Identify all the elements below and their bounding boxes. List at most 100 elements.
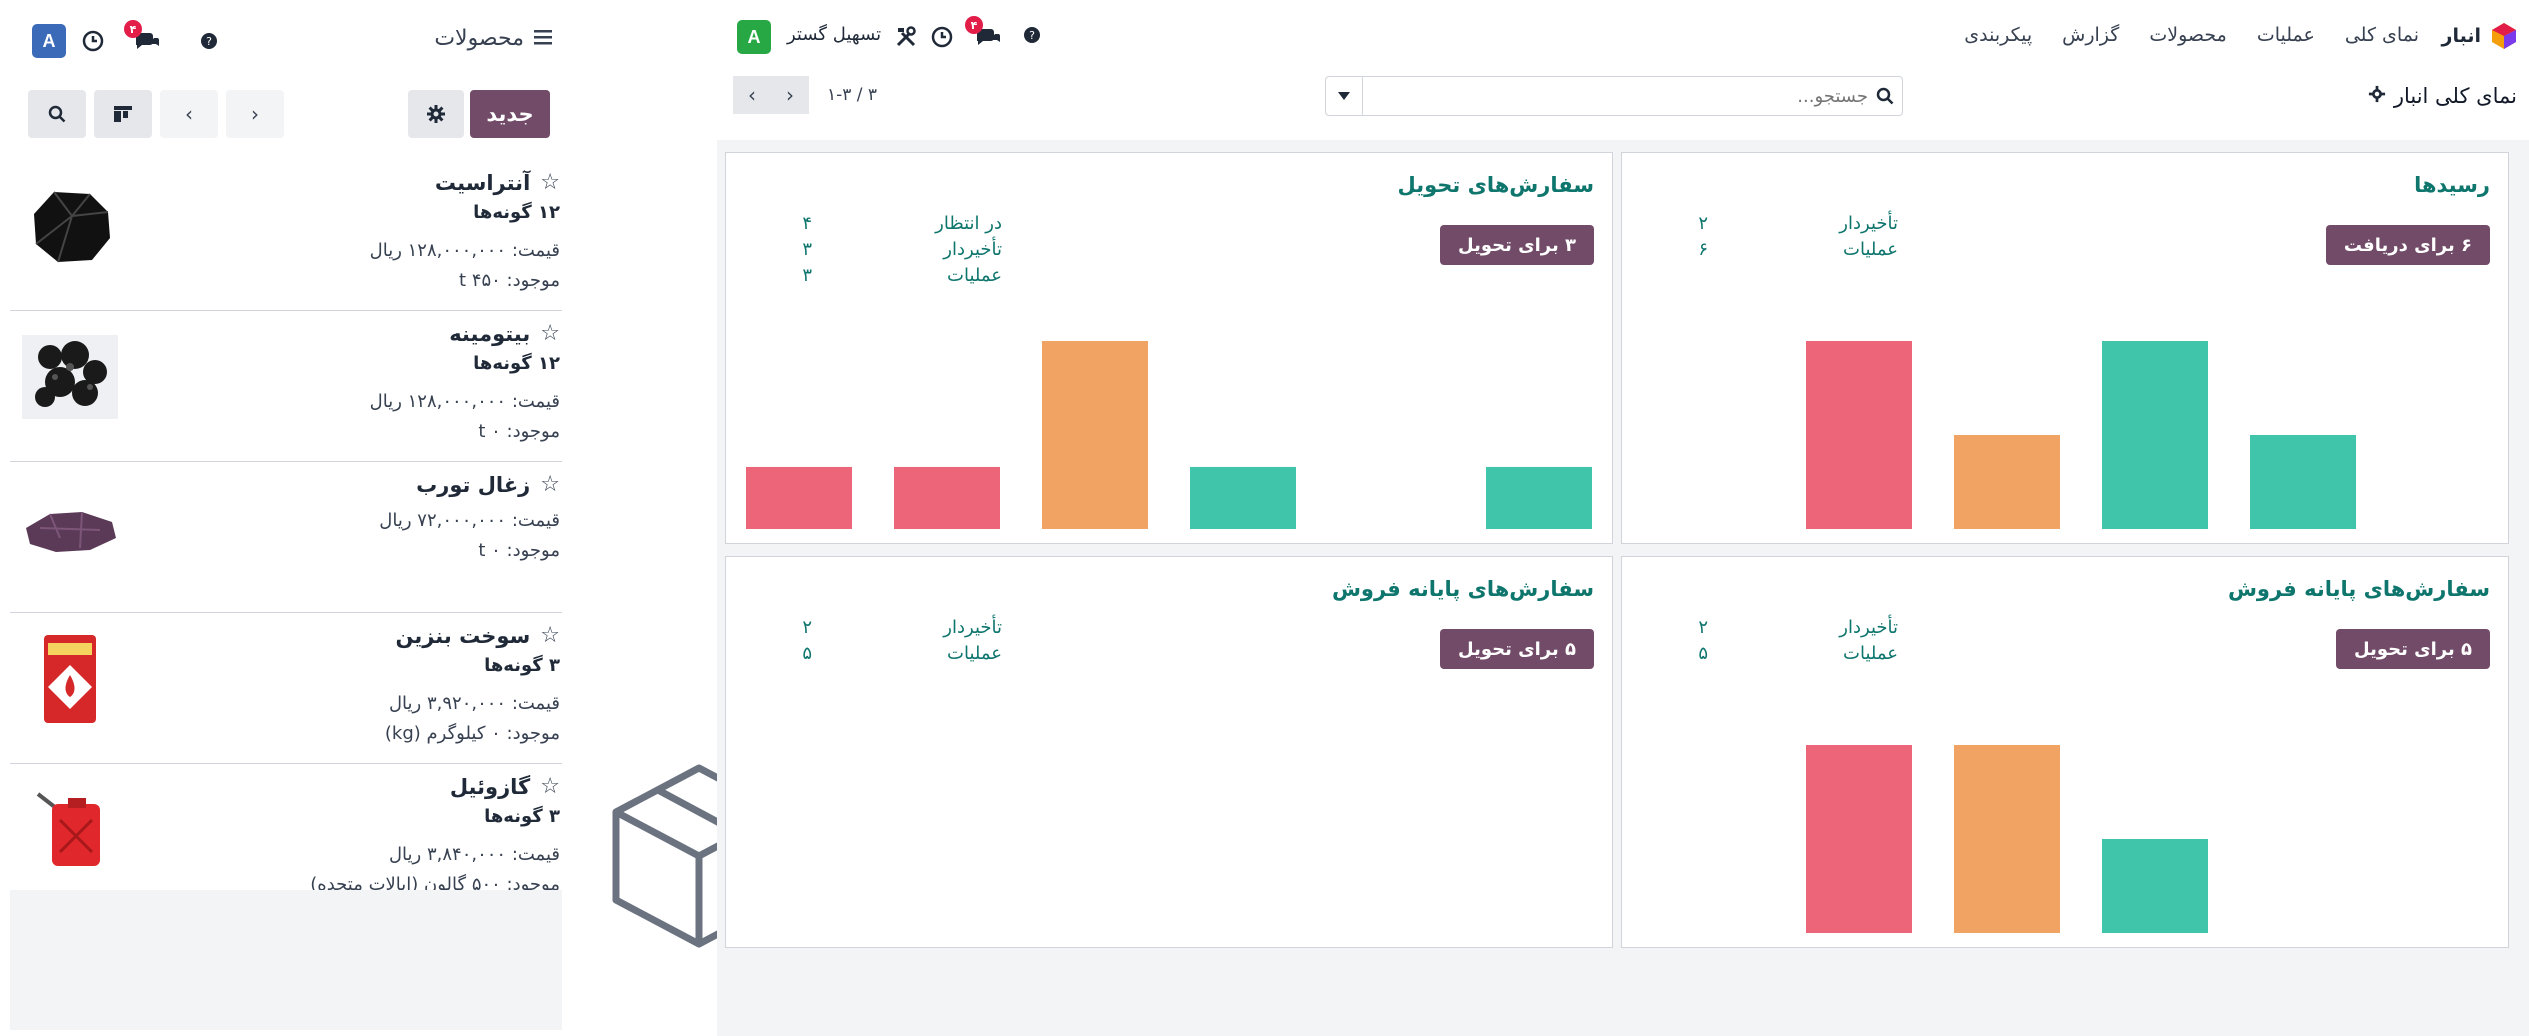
stat-late-label[interactable]: تأخیردار [1839,213,1898,234]
list-filler [10,890,562,1030]
product-stock: موجود: ۴۵۰ t [459,270,560,291]
new-product-button[interactable]: جدید [470,90,550,138]
company-name[interactable]: تسهیل گستر [787,24,882,45]
chart-bar[interactable] [1806,341,1912,529]
stat-late-value[interactable]: ۲ [1698,617,1708,638]
help-icon[interactable]: ? [1023,26,1041,44]
user-avatar[interactable]: A [32,24,66,58]
product-price: قیمت: ۷۲,۰۰۰,۰۰۰ ریال [379,510,560,531]
clock-icon[interactable] [82,30,104,52]
chevron-right-icon[interactable]: › [771,76,809,114]
stat-ops-value[interactable]: ۳ [802,265,812,286]
product-name: آنتراسیت [434,170,531,195]
chart-bar[interactable] [2102,839,2208,933]
product-variants: ۳ گونه‌ها [484,806,560,827]
gear-icon[interactable] [2368,84,2386,108]
card-title[interactable]: رسیدها [2414,173,2490,197]
stat-ops-label[interactable]: عملیات [1843,239,1898,260]
gasoline-can-image [44,635,96,723]
stat-ops-label[interactable]: عملیات [947,643,1002,664]
dashboard-grid: رسیدها ۶ برای دریافت تأخیردار ۲ عملیات ۶… [717,140,2529,1036]
card-title[interactable]: سفارش‌های پایانه فروش [1331,577,1594,601]
to-process-button[interactable]: ۵ برای تحویل [2336,629,2490,669]
star-icon[interactable]: ☆ [540,774,560,799]
chat-icon[interactable]: ۴ [965,16,1003,50]
chart-bar[interactable] [1190,466,1296,529]
menu-products[interactable]: محصولات [2149,24,2227,46]
pager-value[interactable]: ۱-۳ / ۳ [827,85,878,105]
chart-bar[interactable] [894,466,1000,529]
chart-bar[interactable] [2102,341,2208,529]
kanban-view-icon[interactable] [94,90,152,138]
to-process-button[interactable]: ۵ برای تحویل [1440,629,1594,669]
chevron-left-icon[interactable]: ‹ [160,90,218,138]
jerrycan-image [36,792,100,866]
hamburger-icon[interactable] [534,26,552,51]
top-navbar: ? ۴ تسهیل گستر A انبار نمای کل [717,0,2529,72]
product-price: قیمت: ۳,۹۲۰,۰۰۰ ریال [388,693,560,714]
list-item[interactable]: ☆ بیتومینه ۱۲ گونه‌ها قیمت: ۱۲۸,۰۰۰,۰۰۰ ر… [10,311,562,462]
search-icon[interactable] [1868,87,1902,105]
chevron-right-icon[interactable]: › [226,90,284,138]
app-brand[interactable]: انبار [2442,22,2517,50]
pos-orders-card: سفارش‌های پایانه فروش ۵ برای تحویل تأخیر… [725,556,1613,948]
tools-icon[interactable] [895,26,917,48]
menu-operations[interactable]: عملیات [2256,24,2315,46]
product-price: قیمت: ۱۲۸,۰۰۰,۰۰۰ ریال [369,240,560,261]
control-panel: نمای کلی انبار ‹ › ۱-۳ / ۳ [717,72,2529,132]
search-icon[interactable] [28,90,86,138]
stat-ops-label[interactable]: عملیات [947,265,1002,286]
chat-icon[interactable]: ۴ [124,20,162,54]
help-icon[interactable]: ? [200,32,218,50]
brand-name: انبار [2441,25,2481,47]
chart-bar[interactable] [1806,745,1912,933]
stat-late-value[interactable]: ۲ [1698,213,1708,234]
menu-reporting[interactable]: گزارش [2062,24,2120,46]
list-item[interactable]: ☆ گازوئیل ۳ گونه‌ها قیمت: ۳,۸۴۰,۰۰۰ ریال … [10,764,562,915]
clock-icon[interactable] [931,26,953,48]
stat-late-label[interactable]: تأخیردار [1839,617,1898,638]
pos-orders-chart [1806,745,2208,933]
chart-bar[interactable] [2250,435,2356,529]
product-stock: موجود: ۰ t [478,540,560,561]
stat-ops-value[interactable]: ۶ [1698,239,1708,260]
search-input[interactable] [1326,85,1868,107]
gear-icon[interactable] [408,90,464,138]
product-price: قیمت: ۱۲۸,۰۰۰,۰۰۰ ریال [369,391,560,412]
menu-configuration[interactable]: پیکربندی [1964,24,2033,46]
stat-late-label[interactable]: تأخیردار [943,239,1002,260]
receipts-card: رسیدها ۶ برای دریافت تأخیردار ۲ عملیات ۶ [1621,152,2509,544]
list-item[interactable]: ☆ زغال تورب قیمت: ۷۲,۰۰۰,۰۰۰ ریال موجود: … [10,462,562,613]
stat-late-value[interactable]: ۲ [802,617,812,638]
to-process-button[interactable]: ۶ برای دریافت [2325,225,2490,265]
card-title[interactable]: سفارش‌های تحویل [1397,173,1594,197]
star-icon[interactable]: ☆ [540,170,560,195]
star-icon[interactable]: ☆ [540,623,560,648]
chevron-down-icon[interactable] [1325,76,1363,116]
stat-ops-value[interactable]: ۵ [1698,643,1708,664]
stat-late-label[interactable]: تأخیردار [943,617,1002,638]
stat-waiting-value[interactable]: ۴ [802,213,812,234]
stat-ops-value[interactable]: ۵ [802,643,812,664]
chart-bar[interactable] [1042,341,1148,529]
main-menu: نمای کلی عملیات محصولات گزارش پیکربندی [1964,24,2419,46]
product-stock: موجود: ۰ t [478,421,560,442]
stat-ops-label[interactable]: عملیات [1843,643,1898,664]
chart-bar[interactable] [1954,745,2060,933]
list-item[interactable]: ☆ آنتراسیت ۱۲ گونه‌ها قیمت: ۱۲۸,۰۰۰,۰۰۰ ر… [10,160,562,311]
star-icon[interactable]: ☆ [540,472,560,497]
star-icon[interactable]: ☆ [540,321,560,346]
menu-overview[interactable]: نمای کلی [2344,24,2419,46]
user-avatar[interactable]: A [737,20,771,54]
stat-waiting-label[interactable]: در انتظار [935,213,1002,234]
chevron-left-icon[interactable]: ‹ [733,76,771,114]
to-process-button[interactable]: ۳ برای تحویل [1440,225,1594,265]
chart-bar[interactable] [1486,466,1592,529]
svg-text:?: ? [206,35,212,48]
stat-late-value[interactable]: ۳ [802,239,812,260]
chat-badge: ۴ [965,16,983,34]
chart-bar[interactable] [746,466,852,529]
list-item[interactable]: ☆ سوخت بنزین ۳ گونه‌ها قیمت: ۳,۹۲۰,۰۰۰ ری… [10,613,562,764]
card-title[interactable]: سفارش‌های پایانه فروش [2227,577,2490,601]
chart-bar[interactable] [1954,435,2060,529]
